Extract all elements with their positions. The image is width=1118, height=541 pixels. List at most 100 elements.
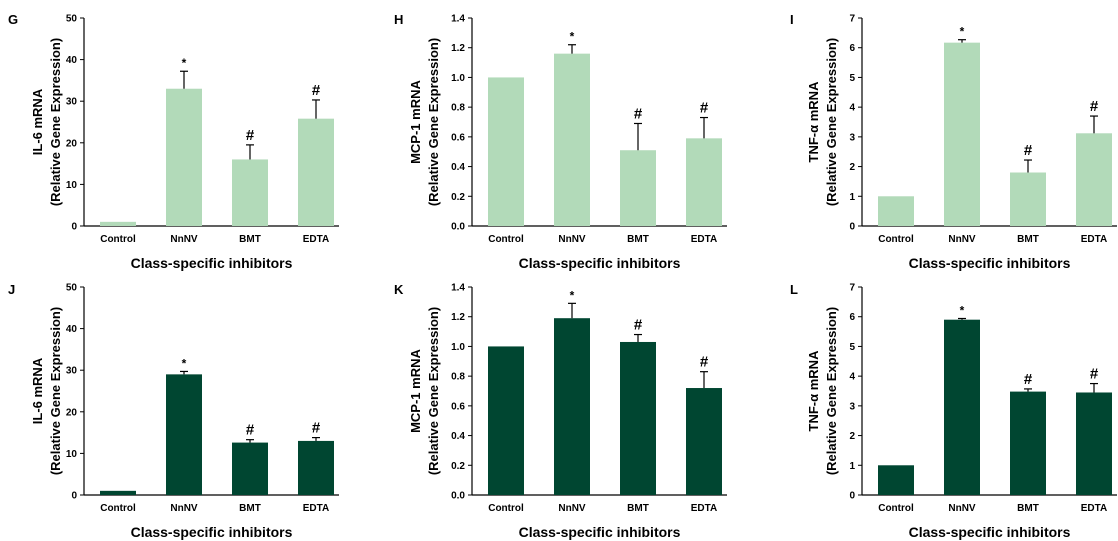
category-label: Control bbox=[878, 234, 914, 245]
significance-star: * bbox=[570, 288, 575, 302]
category-label: EDTA bbox=[303, 234, 329, 245]
category-label: EDTA bbox=[691, 503, 717, 514]
significance-hash: # bbox=[700, 100, 709, 117]
bar-control bbox=[100, 490, 136, 495]
y-tick-label: 6 bbox=[849, 312, 855, 323]
y-tick-label: 0.2 bbox=[451, 192, 465, 203]
y-tick-label: 1.2 bbox=[451, 312, 465, 323]
y-tick-label: 30 bbox=[66, 366, 78, 377]
y-tick-label: 4 bbox=[849, 372, 855, 383]
y-tick-label: 2 bbox=[849, 431, 855, 442]
panel-letter: J bbox=[8, 282, 15, 297]
bar-edta bbox=[686, 138, 722, 226]
y-tick-label: 1.0 bbox=[451, 342, 465, 353]
category-label: NnNV bbox=[558, 503, 586, 514]
y-axis-title: TNF-α mRNA bbox=[806, 350, 821, 432]
category-label: BMT bbox=[1017, 503, 1039, 514]
category-label: NnNV bbox=[948, 503, 976, 514]
y-tick-label: 1.4 bbox=[451, 14, 465, 25]
chart-panel-g: G 0 10 20 30 40 50 Control * NnNV # BMT # EDTA Class-s… bbox=[8, 12, 339, 271]
category-label: BMT bbox=[239, 234, 261, 245]
significance-hash: # bbox=[1024, 142, 1033, 159]
bar-edta bbox=[298, 118, 334, 226]
chart-panel-l: L 0 1 2 3 4 5 6 7 Control * NnNV # BMT # EDTA Class-spec… bbox=[790, 282, 1117, 540]
panel-letter: K bbox=[394, 282, 404, 297]
bar-nnnv bbox=[166, 88, 202, 226]
significance-star: * bbox=[570, 30, 575, 44]
y-axis-title: (Relative Gene Expression) bbox=[426, 38, 441, 206]
y-tick-label: 40 bbox=[66, 324, 78, 335]
y-tick-label: 0 bbox=[849, 222, 855, 233]
chart-panel-h: H 0.0 0.2 0.4 0.6 0.8 1.0 1.2 1.4 Control * NnNV # BM… bbox=[394, 12, 727, 271]
x-axis-title: Class-specific inhibitors bbox=[519, 255, 681, 271]
significance-star: * bbox=[182, 356, 187, 370]
x-axis-title: Class-specific inhibitors bbox=[131, 524, 293, 540]
y-tick-label: 0.4 bbox=[451, 431, 465, 442]
bar-nnnv bbox=[944, 319, 980, 495]
y-tick-label: 0.0 bbox=[451, 491, 465, 502]
significance-hash: # bbox=[1024, 371, 1033, 388]
significance-hash: # bbox=[312, 82, 321, 99]
y-axis-title: (Relative Gene Expression) bbox=[426, 307, 441, 475]
y-tick-label: 0 bbox=[849, 491, 855, 502]
category-label: EDTA bbox=[303, 503, 329, 514]
category-label: Control bbox=[488, 503, 524, 514]
bar-edta bbox=[1076, 392, 1112, 495]
y-axis-title: (Relative Gene Expression) bbox=[48, 38, 63, 206]
bar-bmt bbox=[620, 341, 656, 495]
category-label: EDTA bbox=[691, 234, 717, 245]
category-label: NnNV bbox=[170, 234, 198, 245]
significance-hash: # bbox=[700, 354, 709, 371]
significance-star: * bbox=[960, 25, 965, 39]
y-tick-label: 40 bbox=[66, 55, 78, 66]
significance-hash: # bbox=[312, 420, 321, 437]
y-tick-label: 0.8 bbox=[451, 372, 465, 383]
category-label: Control bbox=[488, 234, 524, 245]
y-axis-title: IL-6 mRNA bbox=[30, 88, 45, 155]
bar-bmt bbox=[232, 442, 268, 495]
y-tick-label: 1.2 bbox=[451, 43, 465, 54]
bar-nnnv bbox=[944, 42, 980, 226]
panel-letter: L bbox=[790, 282, 798, 297]
y-tick-label: 0.0 bbox=[451, 222, 465, 233]
y-tick-label: 5 bbox=[849, 342, 855, 353]
y-tick-label: 6 bbox=[849, 43, 855, 54]
significance-hash: # bbox=[1090, 366, 1099, 383]
y-tick-label: 1.4 bbox=[451, 283, 465, 294]
y-tick-label: 0.6 bbox=[451, 132, 465, 143]
y-tick-label: 30 bbox=[66, 97, 78, 108]
y-axis-title: TNF-α mRNA bbox=[806, 81, 821, 163]
x-axis-title: Class-specific inhibitors bbox=[519, 524, 681, 540]
y-tick-label: 3 bbox=[849, 132, 855, 143]
y-axis-title: MCP-1 mRNA bbox=[408, 349, 423, 433]
y-tick-label: 20 bbox=[66, 138, 78, 149]
y-tick-label: 4 bbox=[849, 103, 855, 114]
y-tick-label: 50 bbox=[66, 283, 78, 294]
category-label: NnNV bbox=[948, 234, 976, 245]
y-tick-label: 7 bbox=[849, 14, 855, 25]
y-tick-label: 7 bbox=[849, 283, 855, 294]
y-tick-label: 0.2 bbox=[451, 461, 465, 472]
significance-star: * bbox=[182, 56, 187, 70]
y-tick-label: 0.4 bbox=[451, 162, 465, 173]
significance-hash: # bbox=[634, 105, 643, 122]
significance-star: * bbox=[960, 303, 965, 317]
y-tick-label: 3 bbox=[849, 401, 855, 412]
y-axis-title: IL-6 mRNA bbox=[30, 357, 45, 424]
x-axis-title: Class-specific inhibitors bbox=[909, 524, 1071, 540]
y-tick-label: 0.8 bbox=[451, 103, 465, 114]
bar-edta bbox=[298, 440, 334, 495]
category-label: EDTA bbox=[1081, 234, 1107, 245]
y-tick-label: 10 bbox=[66, 449, 78, 460]
bar-bmt bbox=[232, 159, 268, 226]
y-tick-label: 5 bbox=[849, 73, 855, 84]
y-tick-label: 10 bbox=[66, 180, 78, 191]
bar-edta bbox=[1076, 133, 1112, 226]
bar-control bbox=[488, 77, 524, 226]
category-label: BMT bbox=[627, 503, 649, 514]
significance-hash: # bbox=[634, 317, 643, 334]
category-label: BMT bbox=[1017, 234, 1039, 245]
y-tick-label: 0.6 bbox=[451, 401, 465, 412]
bar-nnnv bbox=[166, 374, 202, 495]
